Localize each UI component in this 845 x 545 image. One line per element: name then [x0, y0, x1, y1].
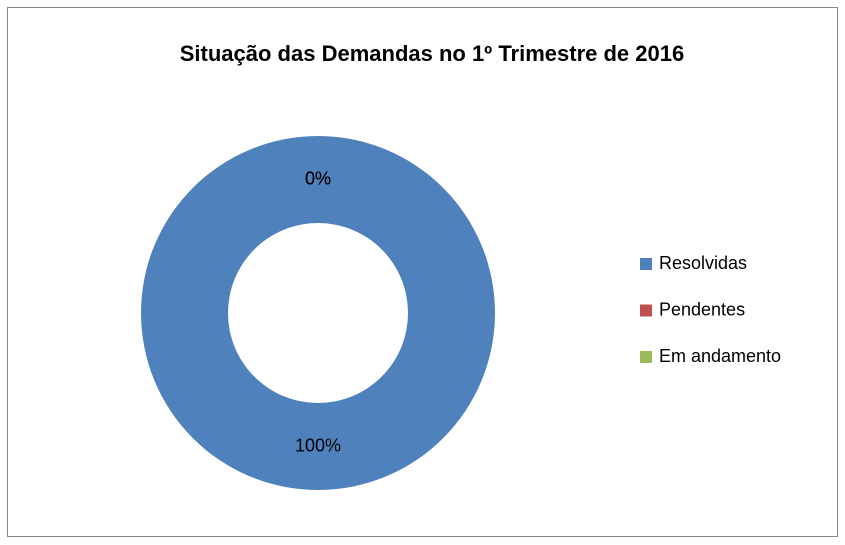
donut-segment: [141, 136, 495, 490]
legend-label: Resolvidas: [659, 253, 747, 273]
data-label: 0%: [305, 168, 331, 188]
legend-label: Em andamento: [659, 346, 781, 366]
data-label: 0%: [305, 168, 331, 188]
chart-title: Situação das Demandas no 1º Trimestre de…: [180, 41, 684, 66]
legend-swatch: [640, 304, 652, 317]
data-label: 100%: [295, 435, 341, 455]
legend-label: Pendentes: [659, 299, 745, 319]
legend-swatch: [640, 351, 652, 363]
legend-swatch: [640, 258, 652, 270]
